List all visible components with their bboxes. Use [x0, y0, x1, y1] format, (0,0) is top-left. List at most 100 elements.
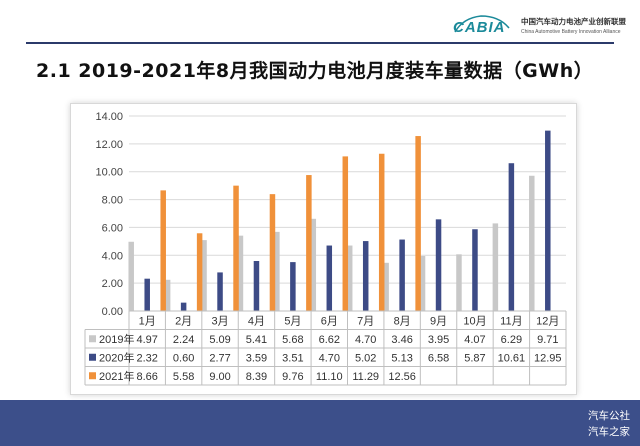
data-label: 4.97	[136, 334, 157, 346]
bar-2021年-5月	[306, 175, 312, 311]
data-label: 9.71	[537, 334, 558, 346]
data-label: 5.87	[464, 353, 485, 365]
x-tick-label: 11月	[500, 316, 522, 328]
bar-2020年-1月	[144, 278, 150, 311]
bar-2019年-8月	[383, 262, 389, 311]
y-tick-label: 0.00	[102, 306, 123, 318]
y-tick-label: 8.00	[102, 195, 123, 207]
data-label: 5.02	[355, 353, 376, 365]
cabia-logo-mark: CABIA	[449, 12, 513, 38]
x-tick-label: 2月	[175, 316, 192, 328]
cabia-logo: CABIA 中国汽车动力电池产业创新联盟 China Automotive Ba…	[449, 10, 626, 40]
data-label: 4.70	[355, 334, 376, 346]
car-outline-icon	[454, 15, 510, 33]
bar-2019年-12月	[529, 175, 535, 311]
data-label: 3.59	[246, 353, 267, 365]
bar-2019年-10月	[456, 254, 462, 311]
data-label: 6.58	[428, 353, 449, 365]
bar-2019年-4月	[237, 235, 244, 311]
bar-2021年-3月	[233, 185, 239, 311]
bar-chart: 0.00 2.00 4.00 6.00 8.00 10.00 12.00 14.00 1月 2月 3…	[84, 111, 567, 386]
data-label: 5.41	[246, 334, 267, 346]
x-tick-label: 12月	[536, 316, 559, 328]
x-tick-label: 10月	[463, 316, 486, 328]
bar-2020年-12月	[545, 130, 551, 311]
data-label: 11.10	[316, 371, 343, 383]
org-name: 中国汽车动力电池产业创新联盟 China Automotive Battery …	[521, 16, 626, 35]
data-label: 12.56	[388, 371, 416, 383]
bar-2021年-6月	[342, 156, 349, 311]
bar-2020年-7月	[362, 241, 369, 311]
title-divider	[26, 42, 614, 44]
watermark-line-2: 汽车之家	[588, 426, 630, 438]
bar-2019年-3月	[201, 240, 207, 311]
legend-swatch-2019年	[89, 335, 96, 343]
legend-swatch-2021年	[89, 372, 96, 380]
x-tick-label: 1月	[139, 316, 156, 328]
bar-2020年-8月	[399, 239, 405, 311]
logo-text: CABIA	[453, 19, 506, 36]
data-label: 5.68	[282, 334, 303, 346]
y-tick-label: 12.00	[95, 139, 123, 151]
bar-2020年-6月	[326, 245, 333, 311]
bar-2021年-7月	[378, 153, 385, 311]
bar-2020年-11月	[508, 163, 515, 311]
bar-2020年-2月	[180, 302, 187, 311]
x-tick-label: 6月	[321, 316, 338, 328]
bar-2019年-7月	[346, 245, 353, 311]
data-label: 6.29	[501, 334, 522, 346]
bar-2021年-2月	[196, 233, 203, 311]
data-label: 4.07	[464, 334, 485, 346]
watermark-line-1: 汽车公社	[588, 410, 630, 422]
data-label: 5.13	[391, 353, 412, 365]
bar-2020年-4月	[253, 260, 260, 311]
data-label: 9.76	[282, 371, 303, 383]
data-label: 8.66	[136, 371, 157, 383]
bar-2020年-9月	[435, 219, 442, 311]
bar-2019年-2月	[164, 279, 171, 311]
bar-2021年-4月	[269, 194, 276, 311]
y-tick-label: 6.00	[102, 222, 123, 234]
x-tick-label: 7月	[357, 316, 374, 328]
x-tick-label: 5月	[284, 316, 301, 328]
bar-2019年-1月	[128, 241, 134, 311]
data-label: 9.00	[209, 371, 230, 383]
bar-2020年-10月	[472, 229, 478, 311]
y-tick-label: 2.00	[102, 278, 123, 290]
x-tick-label: 3月	[211, 316, 228, 328]
data-label: 2.77	[209, 353, 230, 365]
data-label: 6.62	[319, 334, 340, 346]
bar-2019年-9月	[419, 255, 426, 311]
y-tick-label: 4.00	[102, 250, 123, 262]
x-tick-label: 4月	[248, 316, 265, 328]
data-label: 3.46	[391, 334, 412, 346]
data-label: 4.70	[319, 353, 340, 365]
slide-title: 2.1 2019-2021年8月我国动力电池月度装车量数据（GWh）	[36, 60, 594, 82]
data-label: 2.32	[136, 353, 157, 365]
org-name-cn: 中国汽车动力电池产业创新联盟	[521, 16, 626, 26]
data-label: 5.09	[209, 334, 230, 346]
bar-2020年-5月	[290, 262, 296, 311]
data-label: 2.24	[173, 334, 194, 346]
bar-2021年-1月	[160, 190, 166, 311]
bar-2020年-3月	[217, 272, 223, 311]
data-label: 10.61	[498, 353, 526, 365]
legend-swatch-2020年	[89, 353, 96, 361]
y-tick-label: 10.00	[95, 167, 123, 179]
data-label: 11.29	[352, 371, 379, 383]
bar-2019年-6月	[310, 218, 317, 311]
data-label: 0.60	[173, 353, 194, 365]
x-tick-label: 9月	[430, 316, 447, 328]
legend-label: 2019年	[99, 332, 134, 346]
data-label: 12.95	[534, 353, 562, 365]
footer-bar: 汽车公社 汽车之家	[0, 400, 640, 446]
data-label: 8.39	[246, 371, 267, 383]
legend-label: 2020年	[99, 351, 134, 365]
data-label: 3.51	[282, 353, 303, 365]
chart-panel: 0.00 2.00 4.00 6.00 8.00 10.00 12.00 14.00 1月 2月 3…	[70, 103, 577, 395]
x-tick-label: 8月	[394, 316, 411, 328]
bar-2019年-11月	[492, 223, 499, 311]
y-tick-label: 14.00	[95, 111, 123, 123]
bar-2019年-5月	[274, 231, 280, 311]
